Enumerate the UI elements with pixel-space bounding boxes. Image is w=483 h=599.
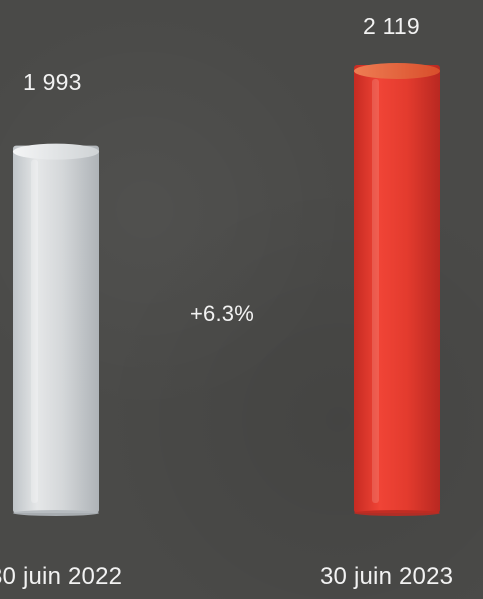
change-percentage-label: +6.3% bbox=[190, 301, 254, 326]
bar-2023-top bbox=[354, 63, 440, 79]
bar-2022-base bbox=[13, 510, 99, 516]
bar-2023-highlight bbox=[372, 79, 379, 503]
bar-2022-highlight bbox=[31, 159, 38, 503]
bar-2022-body bbox=[13, 145, 99, 513]
bar-2022 bbox=[13, 143, 99, 516]
bar-value-label-2023: 2 119 bbox=[363, 13, 420, 39]
category-label-2023: 30 juin 2023 bbox=[320, 563, 454, 590]
category-label-2022: 30 juin 2022 bbox=[0, 563, 123, 590]
bar-2023-body bbox=[354, 65, 440, 513]
bar-2023 bbox=[354, 63, 440, 516]
bar-2022-top bbox=[13, 143, 99, 160]
bar-value-label-2022: 1 993 bbox=[23, 69, 82, 95]
bar-2023-base bbox=[354, 510, 440, 516]
